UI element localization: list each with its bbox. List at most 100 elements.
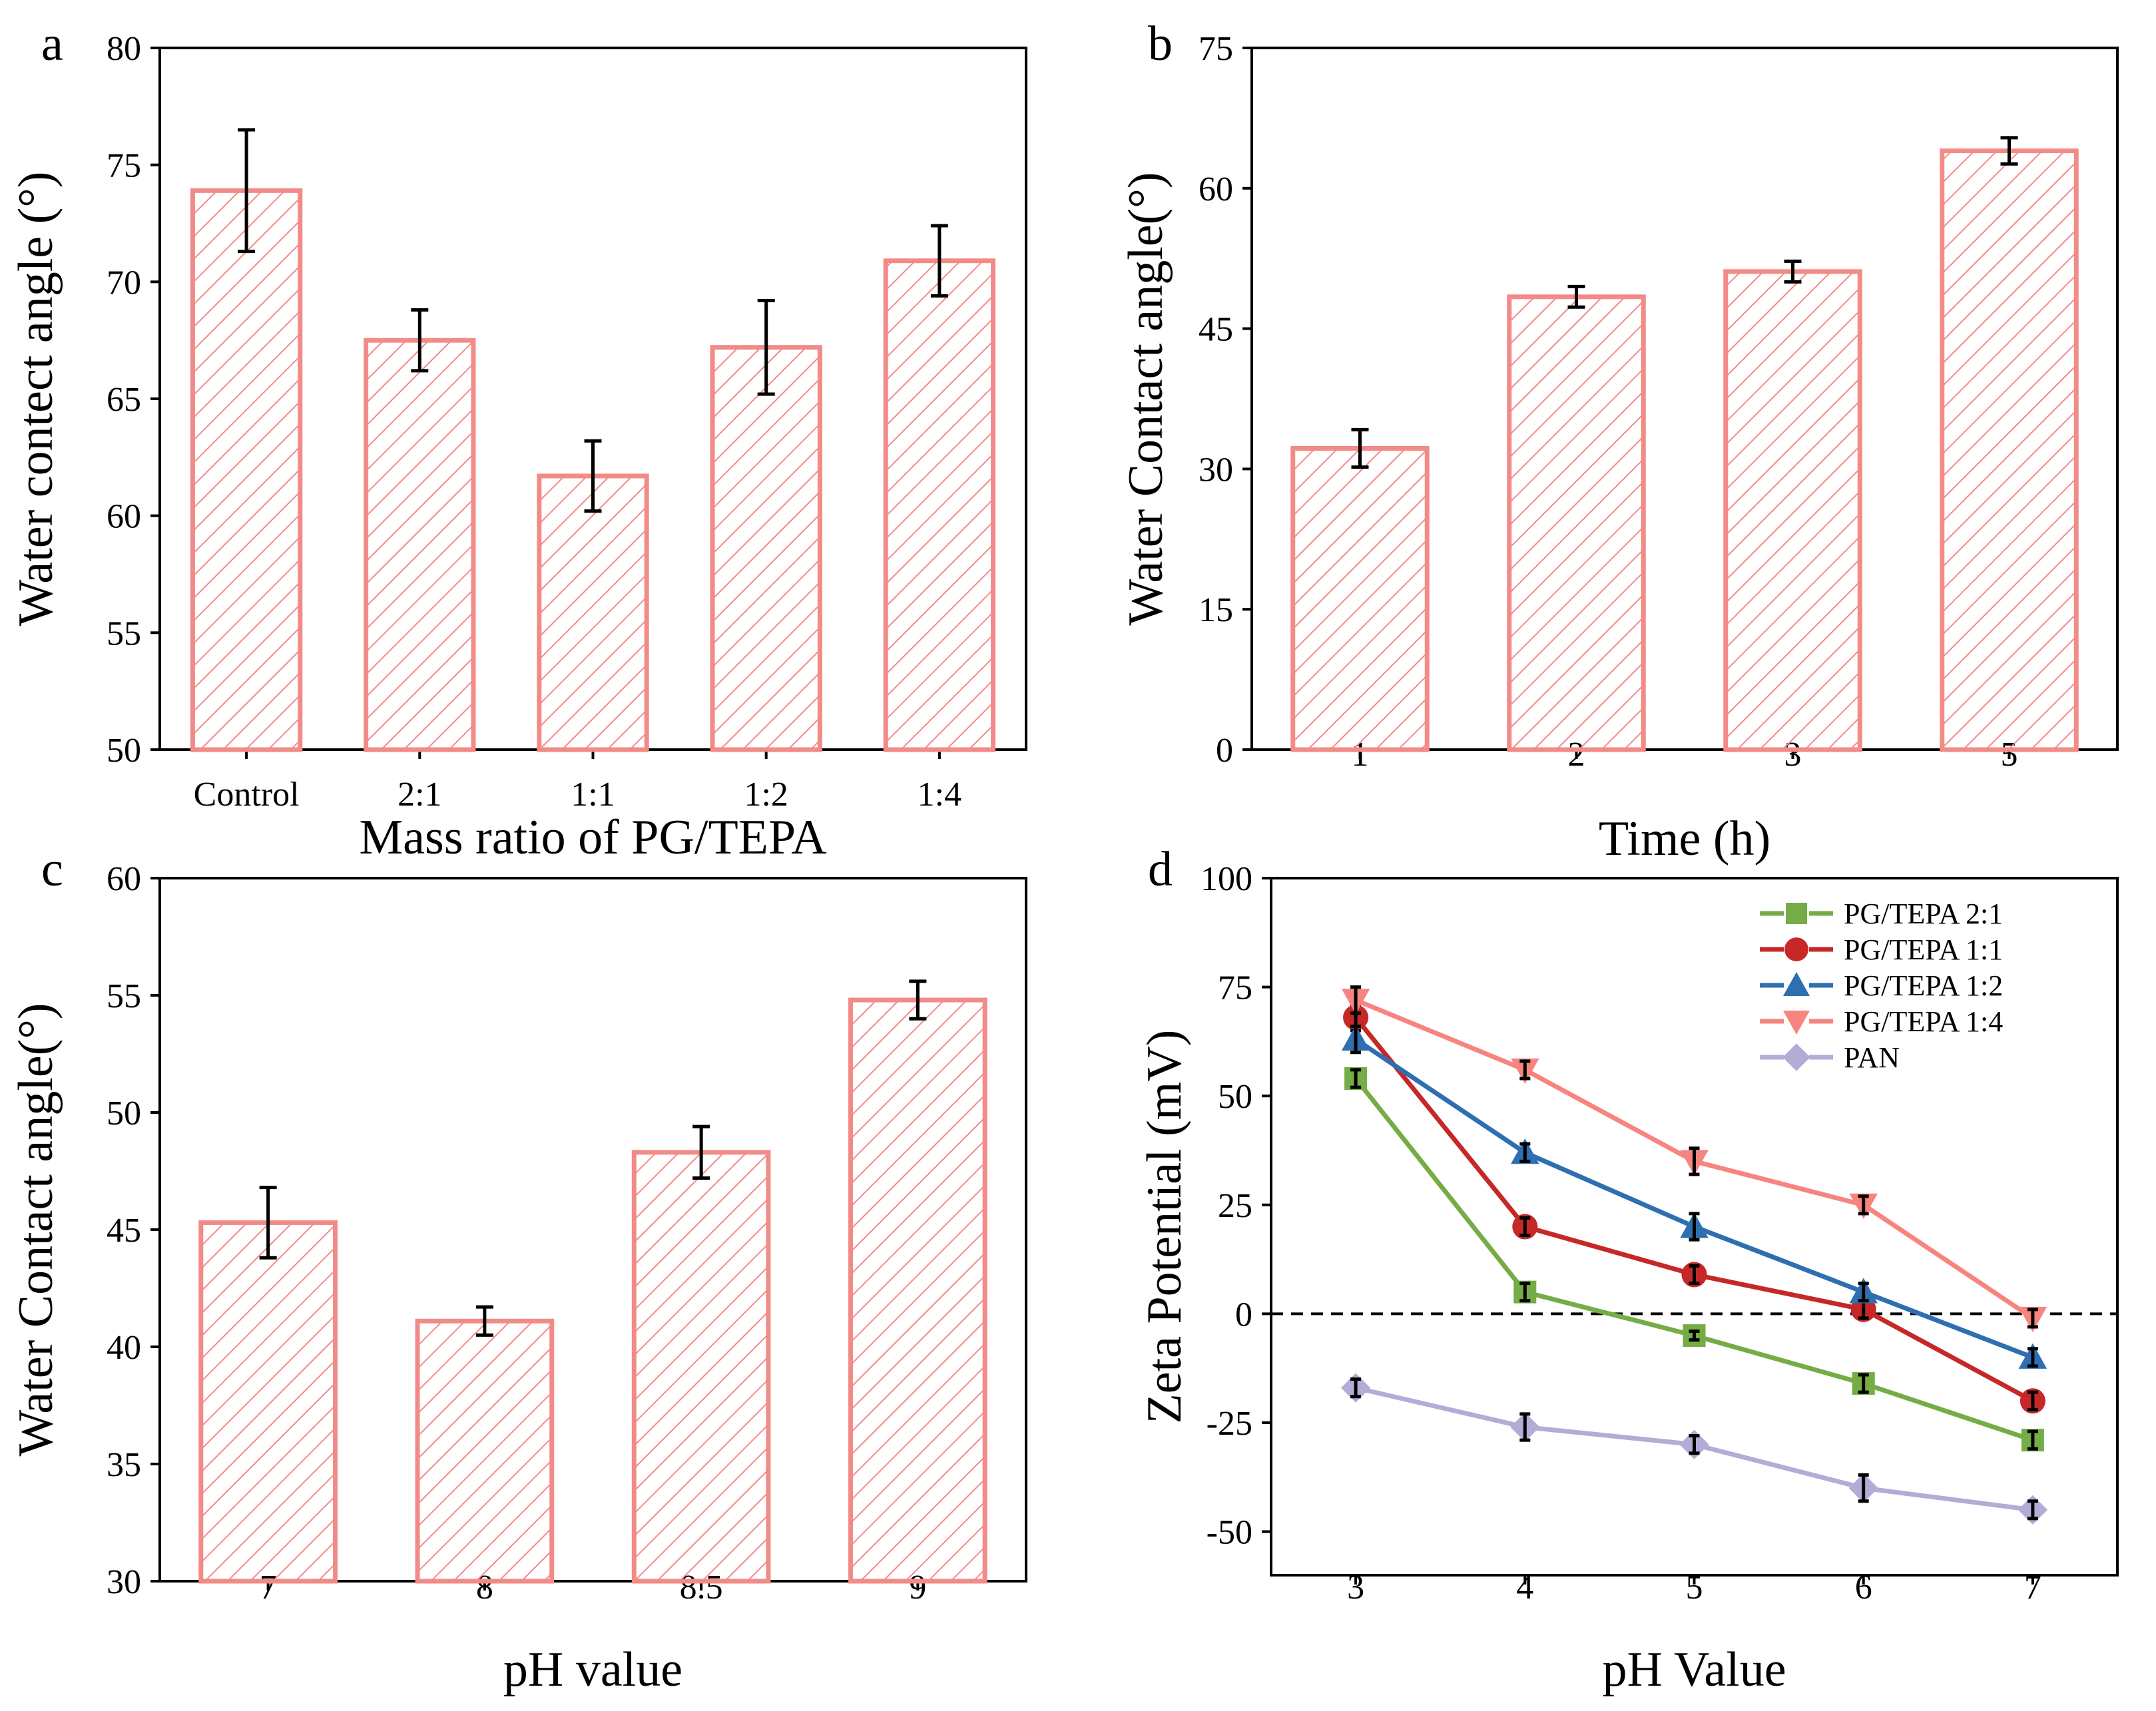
series-pg-tepa-2-1: [1344, 1067, 2044, 1452]
legend-marker: [1782, 1043, 1810, 1071]
bar-errorbar: [692, 1124, 710, 1180]
point-errorbar: [1350, 1068, 1362, 1089]
bar-1-2: [710, 345, 822, 752]
point-errorbar: [1858, 1194, 1869, 1216]
y-tick-label: 25: [1218, 1187, 1252, 1225]
y-tick-label: -50: [1207, 1514, 1252, 1552]
y-tick-label: 40: [107, 1329, 141, 1367]
legend-item: PG/TEPA 1:4: [1760, 1005, 2003, 1038]
point-errorbar: [2027, 1499, 2038, 1521]
point-errorbar: [1350, 985, 1362, 1015]
panel-letter-d: d: [1148, 842, 1173, 897]
x-axis-title: Time (h): [1599, 812, 1770, 866]
y-tick-label: 70: [107, 264, 141, 302]
panel-letter-b: b: [1148, 17, 1173, 71]
legend: PG/TEPA 2:1PG/TEPA 1:1PG/TEPA 1:2PG/TEPA…: [1760, 897, 2003, 1074]
x-tick-label: Control: [194, 776, 300, 814]
y-tick-label: 55: [107, 977, 141, 1015]
series-line: [1354, 1077, 2034, 1443]
legend-label: PG/TEPA 1:1: [1844, 933, 2003, 966]
bar-errorbar: [238, 128, 256, 254]
legend-item: PG/TEPA 1:1: [1760, 933, 2003, 966]
point-errorbar: [1519, 1282, 1531, 1303]
y-tick-label: 60: [107, 498, 141, 536]
point-errorbar: [1519, 1142, 1531, 1163]
legend-marker: [1783, 1011, 1810, 1035]
point-errorbar: [1689, 1146, 1700, 1176]
point-errorbar: [2027, 1308, 2038, 1329]
y-tick-label: 50: [107, 1095, 141, 1132]
panel-a: a Water contect angle (°) Mass ratio of PG…: [9, 17, 1027, 865]
panel-d: d Zeta Potential (mV) pH Value -50 -25 0 25 50 7…: [1137, 842, 2119, 1697]
y-tick-label: 45: [1199, 311, 1233, 349]
series-pg-tepa-1-2: [1341, 1024, 2047, 1369]
y-tick-label: 60: [107, 860, 141, 898]
bar-errorbar: [757, 298, 775, 396]
x-axis-title: Mass ratio of PG/TEPA: [359, 810, 826, 865]
y-axis-title: Zeta Potential (mV): [1137, 1030, 1192, 1424]
panel-letter-c: c: [41, 842, 63, 897]
y-tick-label: 65: [107, 381, 141, 419]
bar-8-5: [631, 1150, 771, 1584]
bar-errorbar: [1567, 284, 1585, 309]
y-tick-label: 45: [107, 1212, 141, 1250]
y-tick-label: 30: [1199, 451, 1233, 489]
x-axis-title: pH Value: [1602, 1642, 1786, 1697]
bar-3: [1723, 269, 1862, 752]
point-errorbar: [1689, 1264, 1700, 1286]
bar-errorbar: [930, 224, 948, 298]
y-tick-label: 75: [1199, 30, 1233, 68]
legend-label: PG/TEPA 1:2: [1844, 969, 2003, 1002]
bar-5: [1940, 148, 2079, 752]
x-tick-label: 3: [1347, 1569, 1364, 1606]
x-tick-label: 2:1: [398, 776, 441, 814]
point-errorbar: [1858, 1473, 1869, 1503]
bar-errorbar: [2000, 136, 2018, 166]
legend-item: PAN: [1760, 1041, 1900, 1074]
point-errorbar: [1689, 1330, 1700, 1342]
point-errorbar: [2027, 1347, 2038, 1368]
bar-errorbar: [584, 439, 602, 513]
point-errorbar: [1519, 1412, 1531, 1442]
bar-errorbar: [475, 1305, 493, 1337]
x-tick-label: 1:2: [744, 776, 788, 814]
bar-7: [198, 1220, 338, 1584]
legend-item: PG/TEPA 1:2: [1760, 969, 2003, 1002]
y-tick-label: 60: [1199, 170, 1233, 208]
y-axis-title: Water Contact angle(°): [9, 1003, 63, 1456]
legend-item: PG/TEPA 2:1: [1760, 897, 2003, 930]
point-errorbar: [1350, 1377, 1362, 1399]
point-errorbar: [1519, 1059, 1531, 1081]
x-tick-label: 1:1: [571, 776, 615, 814]
series-pan: [1341, 1373, 2047, 1525]
series-line: [1354, 1037, 2034, 1360]
y-tick-label: 0: [1216, 732, 1233, 770]
point-errorbar: [1519, 1216, 1531, 1238]
bar-2-1: [364, 338, 476, 752]
y-tick-label: 15: [1199, 591, 1233, 629]
point-errorbar: [1858, 1373, 1869, 1394]
bar-errorbar: [1784, 259, 1802, 284]
point-errorbar: [1689, 1212, 1700, 1242]
bar-errorbar: [259, 1186, 277, 1260]
bar-1-1: [537, 473, 649, 752]
point-errorbar: [2027, 1429, 2038, 1451]
point-errorbar: [2027, 1390, 2038, 1411]
x-tick-label: 4: [1516, 1569, 1533, 1606]
bar-2: [1507, 294, 1646, 752]
legend-label: PG/TEPA 1:4: [1844, 1005, 2003, 1038]
y-tick-label: -25: [1207, 1405, 1252, 1443]
x-tick-label: 1:4: [918, 776, 961, 814]
y-tick-label: 30: [107, 1563, 141, 1601]
bar-9: [848, 997, 987, 1584]
plot-frame: [1250, 47, 2119, 751]
y-tick-label: 50: [107, 732, 141, 770]
panel-b: b Water Contact angle(°) Time (h) 0 15 30 45 60…: [1119, 17, 2119, 866]
point-errorbar: [1689, 1434, 1700, 1455]
y-tick-label: 0: [1235, 1296, 1252, 1334]
series-pg-tepa-1-1: [1343, 1003, 2045, 1414]
legend-label: PG/TEPA 2:1: [1844, 897, 2003, 930]
legend-label: PAN: [1844, 1041, 1900, 1074]
bar-errorbar: [909, 979, 927, 1021]
